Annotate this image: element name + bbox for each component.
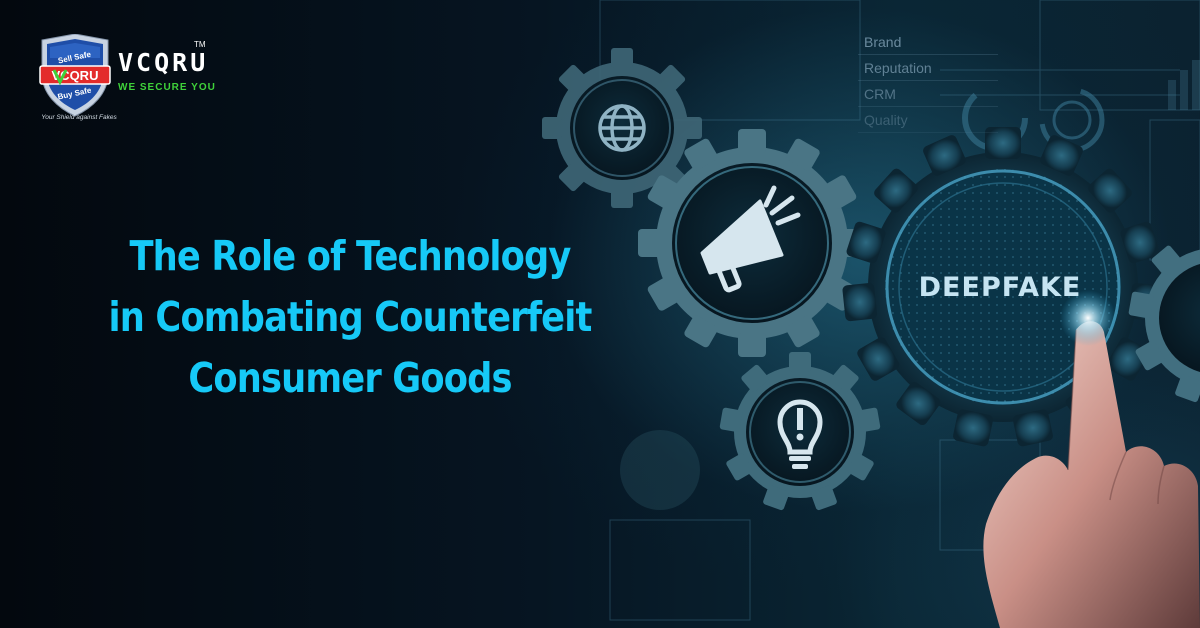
gear-globe	[542, 48, 702, 208]
headline-line-1: The Role of Technology	[129, 232, 571, 280]
gear-megaphone	[638, 129, 866, 357]
lightbulb-icon	[777, 399, 823, 469]
panel-item-brand: Brand	[858, 30, 998, 55]
headline: The Role of Technology in Combating Coun…	[49, 226, 651, 409]
panel-item-crm: CRM	[858, 82, 998, 107]
shield-tagline: Your Shield against Fakes	[41, 114, 117, 121]
dashboard-panel-list: Brand Reputation CRM Quality	[858, 30, 998, 134]
megaphone-icon	[700, 185, 801, 293]
svg-text:VCQRU: VCQRU	[52, 68, 99, 83]
panel-item-reputation: Reputation	[858, 56, 998, 81]
trademark-mark: TM	[194, 40, 206, 49]
headline-line-3: Consumer Goods	[188, 354, 512, 402]
shield-logo-icon: VCQRU Sell Safe Buy Safe	[39, 34, 111, 117]
gear-lightbulb	[719, 352, 881, 511]
brand-tagline: WE SECURE YOU	[118, 82, 216, 93]
globe-icon	[598, 104, 646, 152]
brand-name: VCQRU	[118, 48, 209, 77]
panel-item-quality: Quality	[858, 108, 998, 133]
deepfake-label: DEEPFAKE	[918, 272, 1082, 303]
hand-pointing-icon	[983, 290, 1200, 628]
vcqru-logo[interactable]: VCQRU Sell Safe Buy Safe VCQRU TM WE SEC…	[32, 34, 232, 124]
gear-deepfake	[842, 127, 1164, 447]
headline-line-2: in Combating Counterfeit	[108, 293, 593, 341]
gear-right	[1128, 245, 1200, 403]
